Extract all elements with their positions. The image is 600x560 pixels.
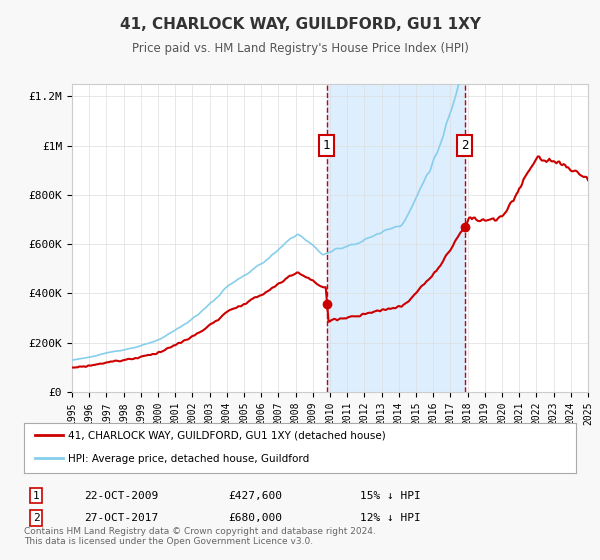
- Text: Contains HM Land Registry data © Crown copyright and database right 2024.
This d: Contains HM Land Registry data © Crown c…: [24, 526, 376, 546]
- Text: Price paid vs. HM Land Registry's House Price Index (HPI): Price paid vs. HM Land Registry's House …: [131, 42, 469, 55]
- Text: 2: 2: [32, 513, 40, 523]
- Text: HPI: Average price, detached house, Guildford: HPI: Average price, detached house, Guil…: [68, 454, 310, 464]
- Text: 41, CHARLOCK WAY, GUILDFORD, GU1 1XY: 41, CHARLOCK WAY, GUILDFORD, GU1 1XY: [119, 17, 481, 32]
- Text: 12% ↓ HPI: 12% ↓ HPI: [360, 513, 421, 523]
- Text: £680,000: £680,000: [228, 513, 282, 523]
- Text: 1: 1: [323, 139, 331, 152]
- Text: 2: 2: [461, 139, 468, 152]
- Text: 22-OCT-2009: 22-OCT-2009: [84, 491, 158, 501]
- Text: 27-OCT-2017: 27-OCT-2017: [84, 513, 158, 523]
- Text: £427,600: £427,600: [228, 491, 282, 501]
- Text: 41, CHARLOCK WAY, GUILDFORD, GU1 1XY (detached house): 41, CHARLOCK WAY, GUILDFORD, GU1 1XY (de…: [68, 431, 386, 440]
- Bar: [327, 84, 464, 392]
- Text: 1: 1: [32, 491, 40, 501]
- Text: 15% ↓ HPI: 15% ↓ HPI: [360, 491, 421, 501]
